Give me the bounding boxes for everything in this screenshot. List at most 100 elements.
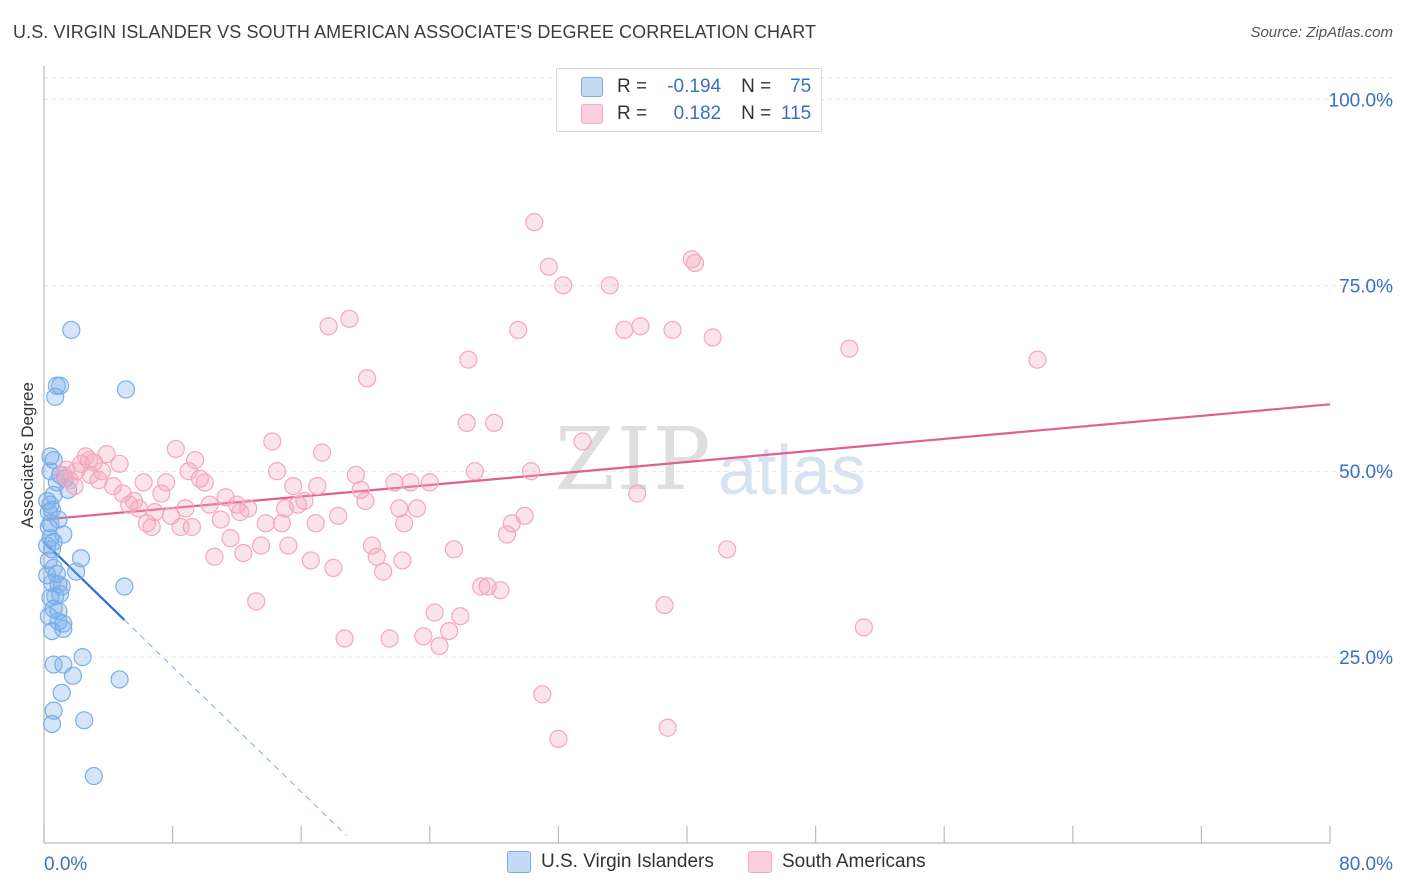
point-south-americans	[89, 471, 108, 490]
point-virgin-islanders	[71, 549, 91, 568]
point-south-americans	[129, 499, 148, 518]
legend-item-virgin-islanders[interactable]: U.S. Virgin Islanders	[507, 851, 714, 873]
point-south-americans	[284, 477, 303, 496]
point-virgin-islanders	[42, 500, 62, 519]
point-south-americans	[509, 320, 528, 340]
legend-n-label: N =	[741, 76, 772, 97]
point-south-americans	[663, 320, 682, 340]
point-south-americans	[362, 536, 382, 555]
point-south-americans	[319, 317, 338, 336]
point-south-americans	[703, 328, 722, 347]
point-south-americans	[166, 439, 185, 459]
point-south-americans	[234, 543, 253, 563]
point-south-americans	[356, 491, 375, 511]
point-south-americans	[79, 450, 99, 470]
point-virgin-islanders	[67, 562, 86, 581]
point-south-americans	[420, 473, 439, 492]
watermark-atlas: atlas	[718, 431, 866, 509]
point-south-americans	[465, 462, 484, 481]
trend-line-south-americans	[43, 403, 1331, 521]
legend-n-value: 115	[780, 103, 812, 124]
point-south-americans	[600, 276, 619, 295]
y-tick-label: 100.0%	[1329, 90, 1394, 111]
legend-r-label: R =	[617, 103, 648, 124]
legend-swatch-pink	[748, 851, 772, 873]
point-south-americans	[1028, 350, 1047, 369]
point-virgin-islanders	[41, 514, 60, 533]
point-south-americans	[491, 581, 510, 600]
point-south-americans	[272, 514, 292, 533]
point-south-americans	[444, 540, 464, 559]
point-south-americans	[211, 510, 230, 529]
point-south-americans	[195, 473, 214, 492]
point-virgin-islanders	[84, 766, 103, 786]
point-south-americans	[145, 503, 165, 522]
point-south-americans	[385, 473, 404, 492]
point-south-americans	[295, 491, 314, 511]
point-virgin-islanders	[62, 320, 81, 340]
legend-r-value: -0.194	[667, 76, 722, 97]
point-south-americans	[267, 462, 287, 481]
point-south-americans	[65, 477, 84, 496]
y-tick-label: 50.0%	[1339, 462, 1393, 483]
point-virgin-islanders	[44, 701, 63, 720]
point-south-americans	[554, 276, 573, 295]
point-south-americans	[525, 213, 544, 232]
trend-lines	[43, 403, 1331, 836]
point-south-americans	[497, 525, 517, 544]
point-virgin-islanders	[75, 711, 94, 730]
point-virgin-islanders	[52, 683, 71, 702]
point-south-americans	[301, 551, 320, 570]
data-points	[38, 213, 1047, 786]
point-virgin-islanders	[116, 380, 136, 399]
point-south-americans	[414, 627, 433, 646]
point-south-americans	[324, 558, 343, 577]
legend-series-name: U.S. Virgin Islanders	[541, 851, 714, 872]
point-virgin-islanders	[38, 566, 57, 585]
legend-swatch-pink	[581, 104, 603, 124]
point-south-americans	[854, 618, 873, 637]
point-south-americans	[655, 595, 674, 615]
point-south-americans	[459, 350, 478, 369]
point-south-americans	[263, 432, 282, 451]
point-south-americans	[231, 503, 250, 522]
point-south-americans	[276, 499, 295, 518]
point-south-americans	[358, 369, 377, 388]
point-south-americans	[393, 551, 412, 570]
point-virgin-islanders	[42, 621, 62, 641]
point-south-americans	[251, 536, 271, 555]
point-south-americans	[312, 443, 332, 462]
point-south-americans	[351, 480, 370, 499]
point-south-americans	[485, 413, 504, 432]
point-south-americans	[407, 499, 427, 518]
point-south-americans	[335, 629, 354, 648]
point-virgin-islanders	[115, 577, 134, 596]
point-south-americans	[628, 484, 647, 503]
point-virgin-islanders	[52, 577, 71, 596]
point-south-americans	[182, 517, 201, 537]
point-south-americans	[430, 636, 449, 656]
legend-item-south-americans[interactable]: South Americans	[748, 851, 926, 873]
trend-line-virgin-islanders-extension	[124, 619, 347, 836]
point-virgin-islanders	[42, 540, 62, 559]
point-south-americans	[340, 309, 359, 328]
x-tick-label-min: 0.0%	[44, 854, 87, 875]
legend-row-virgin-islanders: R = -0.194 N = 75	[581, 75, 811, 99]
x-tick-label-max: 80.0%	[1339, 854, 1393, 875]
legend-r-value: 0.182	[673, 103, 722, 124]
point-virgin-islanders	[44, 485, 63, 505]
point-south-americans	[549, 729, 568, 749]
point-south-americans	[521, 462, 541, 481]
point-south-americans	[457, 413, 476, 432]
point-south-americans	[631, 317, 650, 336]
point-virgin-islanders	[73, 648, 92, 667]
point-south-americans	[152, 484, 171, 503]
point-south-americans	[221, 529, 240, 548]
legend-swatch-blue	[581, 77, 603, 97]
point-south-americans	[205, 547, 224, 566]
point-south-americans	[401, 473, 420, 492]
point-south-americans	[134, 473, 153, 492]
legend-n-label: N =	[741, 103, 772, 124]
point-south-americans	[533, 685, 552, 704]
legend-row-south-americans: R = 0.182 N = 115	[581, 102, 811, 126]
